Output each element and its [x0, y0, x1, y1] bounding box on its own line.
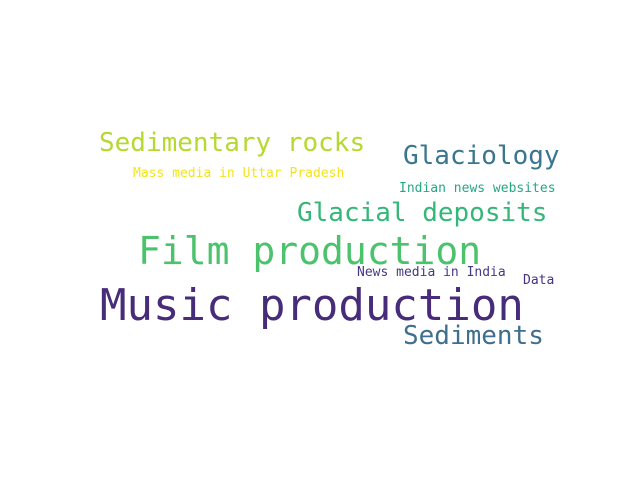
word-glaciology: Glaciology [403, 141, 560, 171]
word-indian-news-websites: Indian news websites [399, 181, 556, 196]
word-music-production: Music production [100, 280, 524, 331]
word-news-media-india: News media in India [357, 265, 506, 280]
word-sediments: Sediments [403, 321, 544, 351]
word-sedimentary-rocks: Sedimentary rocks [99, 128, 366, 158]
word-glacial-deposits: Glacial deposits [297, 198, 548, 228]
word-mass-media-uttar-pradesh: Mass media in Uttar Pradesh [133, 166, 345, 181]
word-data: Data [523, 273, 555, 288]
word-film-production: Film production [138, 229, 482, 273]
